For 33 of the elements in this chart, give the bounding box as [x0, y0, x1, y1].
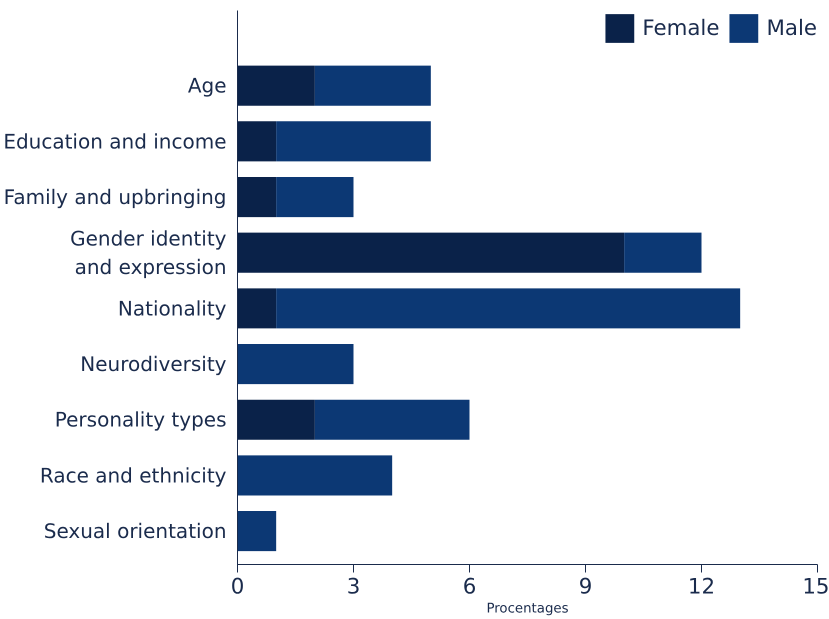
bar: [238, 511, 276, 552]
legend-label: Male: [766, 16, 817, 40]
legend-label: Female: [642, 16, 720, 40]
y-tick-label: Neurodiversity: [80, 352, 227, 376]
x-tick-label: 3: [346, 574, 360, 600]
bar: [238, 288, 276, 328]
bar: [238, 344, 354, 384]
y-tick-label: Age: [188, 74, 227, 98]
x-tick-label: 9: [578, 574, 592, 600]
x-tick-label: 0: [230, 574, 244, 600]
y-tick-label: Personality types: [54, 408, 227, 432]
x-tick-label: 12: [688, 574, 716, 600]
bar: [276, 121, 431, 162]
y-tick-label: Race and ethnicity: [40, 463, 227, 488]
y-tick-label: Gender identity and expression: [70, 226, 227, 280]
bar: [276, 288, 740, 328]
bar: [314, 66, 431, 106]
bar: [238, 66, 315, 106]
bar: [238, 121, 276, 162]
bar: [314, 400, 470, 440]
x-axis-title: Procentages: [486, 602, 569, 616]
y-tick-label: Nationality: [118, 296, 227, 320]
bar: [238, 400, 315, 440]
bar: [238, 232, 624, 273]
y-tick-label: Education and income: [3, 129, 227, 154]
bar: [238, 455, 392, 496]
y-tick-label: Family and upbringing: [4, 185, 226, 210]
bar: [276, 176, 354, 218]
bar: [624, 232, 702, 273]
bar: [238, 176, 276, 218]
y-tick-label: Sexual orientation: [44, 519, 226, 544]
x-tick-label: 15: [802, 574, 829, 600]
x-tick-label: 6: [462, 574, 476, 600]
